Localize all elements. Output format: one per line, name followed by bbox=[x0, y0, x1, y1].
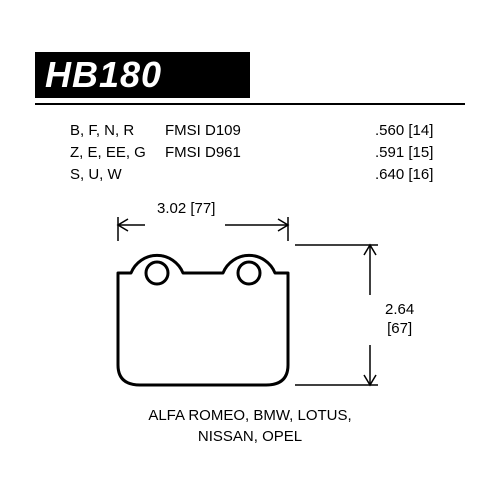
thickness-row: .640 [16] bbox=[375, 164, 433, 186]
thickness-row: .560 [14] bbox=[375, 120, 433, 142]
compound-row: Z, E, EE, G bbox=[70, 142, 146, 164]
height-dimension-line bbox=[295, 245, 378, 385]
compound-row: S, U, W bbox=[70, 164, 146, 186]
part-number-header: HB180 bbox=[35, 52, 250, 98]
pad-outline bbox=[118, 255, 288, 385]
thickness-list: .560 [14] .591 [15] .640 [16] bbox=[375, 120, 433, 186]
compound-row: B, F, N, R bbox=[70, 120, 146, 142]
vehicle-brands: ALFA ROMEO, BMW, LOTUS, NISSAN, OPEL bbox=[0, 405, 500, 447]
compound-list: B, F, N, R Z, E, EE, G S, U, W bbox=[70, 120, 146, 186]
brands-line: NISSAN, OPEL bbox=[0, 426, 500, 447]
fmsi-row: FMSI D961 bbox=[165, 142, 241, 164]
fmsi-list: FMSI D109 FMSI D961 bbox=[165, 120, 241, 164]
brands-line: ALFA ROMEO, BMW, LOTUS, bbox=[0, 405, 500, 426]
fmsi-row: FMSI D109 bbox=[165, 120, 241, 142]
thickness-row: .591 [15] bbox=[375, 142, 433, 164]
header-rule bbox=[35, 103, 465, 105]
width-dimension-line bbox=[118, 217, 288, 241]
brake-pad-diagram bbox=[70, 195, 430, 395]
